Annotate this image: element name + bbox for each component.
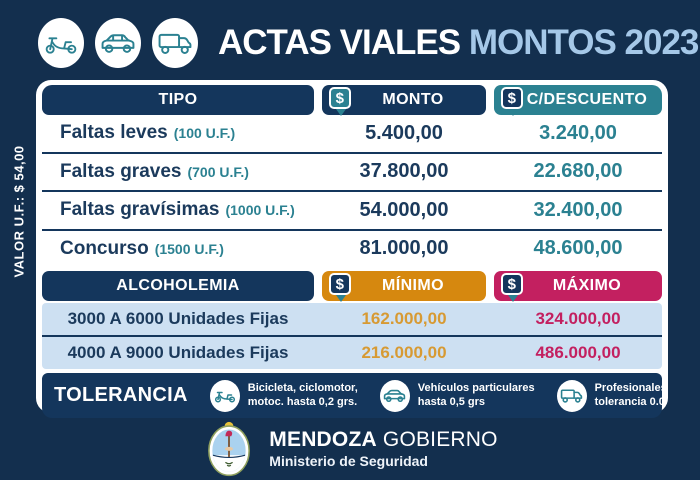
table-row: 4000 A 9000 Unidades Fijas 216.000,00 48… [42, 335, 662, 369]
brand-gobierno: GOBIERNO [382, 427, 498, 451]
header-alcoholemia: ALCOHOLEMIA [42, 271, 314, 301]
fine-uf: (1500 U.F.) [154, 240, 224, 257]
dollar-tag-icon: $ [329, 273, 351, 302]
header-tipo: TIPO [42, 85, 314, 115]
tolerancia-text-line2: hasta 0,5 grs [417, 395, 486, 408]
alcoholemia-header-row: ALCOHOLEMIA $ MÍNIMO $ MÁXIMO [42, 271, 662, 302]
tolerancia-text-line2: tolerancia 0.0 [594, 395, 665, 408]
header-descuento: $ C/DESCUENTO [494, 85, 662, 116]
page-title-year: MONTOS 2023 [468, 23, 700, 62]
tolerancia-item: Vehículos particulares hasta 0,5 grs [379, 379, 535, 412]
brand-ministry: Ministerio de Seguridad [269, 452, 428, 469]
page-header: ACTAS VIALES MONTOS 2023 [38, 14, 699, 72]
dollar-tag-icon: $ [501, 87, 523, 116]
fines-rows: Faltas leves (100 U.F.) 5.400,00 3.240,00… [42, 115, 662, 267]
tolerancia-text-line1: Bicicleta, ciclomotor, [247, 382, 358, 395]
uf-value-note: VALOR U.F.: $ 54,00 [11, 145, 27, 278]
fine-type: Faltas graves [60, 160, 182, 182]
table-row: Concurso (1500 U.F.) 81.000,00 48.600,00 [42, 228, 662, 268]
tolerancia-item: Profesionales tolerancia 0.0 [556, 379, 667, 412]
header-monto: $ MONTO [322, 85, 486, 116]
car-icon [95, 18, 141, 68]
scooter-icon [38, 18, 84, 68]
truck-icon [556, 379, 587, 412]
fine-uf: (1000 U.F.) [225, 202, 295, 219]
tolerancia-text-line1: Vehículos particulares [417, 382, 535, 395]
tolerancia-item: Bicicleta, ciclomotor, motoc. hasta 0,2 … [209, 379, 358, 412]
fines-header-row: TIPO $ MONTO $ C/DESCUENTO [42, 85, 662, 116]
fine-amount: 37.800,00 [359, 160, 449, 183]
fine-uf: (700 U.F.) [187, 163, 249, 180]
tolerancia-text-line1: Profesionales [594, 382, 667, 395]
fine-discount: 22.680,00 [533, 160, 623, 183]
fine-type: Faltas gravísimas [60, 199, 220, 221]
fine-discount: 32.400,00 [533, 198, 623, 221]
header-maximo: $ MÁXIMO [494, 271, 662, 302]
car-icon [379, 379, 410, 412]
footer-brand: MENDOZA GOBIERNO Ministerio de Seguridad [0, 419, 700, 477]
tolerancia-text-line2: motoc. hasta 0,2 grs. [247, 395, 358, 408]
vehicle-icons [38, 18, 198, 68]
alcohol-min: 216.000,00 [361, 343, 447, 362]
fine-type: Faltas leves [60, 122, 168, 144]
alcohol-range: 3000 A 6000 Unidades Fijas [67, 309, 289, 328]
fine-uf: (100 U.F.) [173, 125, 236, 142]
tolerancia-label: TOLERANCIA [54, 384, 188, 406]
alcohol-min: 162.000,00 [361, 309, 447, 328]
scooter-icon [209, 379, 240, 412]
table-row: Faltas leves (100 U.F.) 5.400,00 3.240,00 [42, 115, 662, 152]
dollar-tag-icon: $ [329, 87, 351, 116]
fine-amount: 5.400,00 [365, 121, 443, 144]
fines-card: TIPO $ MONTO $ C/DESCUENTO Faltas leves (… [36, 80, 668, 418]
fine-type: Concurso [60, 237, 149, 259]
brand-mendoza: MENDOZA [269, 427, 377, 451]
fine-discount: 3.240,00 [539, 121, 617, 144]
alcohol-max: 324.000,00 [535, 309, 621, 328]
page-title: ACTAS VIALES MONTOS 2023 [218, 23, 700, 63]
truck-icon [152, 18, 198, 68]
table-row: Faltas graves (700 U.F.) 37.800,00 22.680… [42, 151, 662, 191]
page-title-main: ACTAS VIALES [218, 23, 461, 62]
table-row: 3000 A 6000 Unidades Fijas 162.000,00 32… [42, 303, 662, 335]
header-minimo: $ MÍNIMO [322, 271, 486, 302]
fine-amount: 54.000,00 [359, 198, 449, 221]
alcohol-max: 486.000,00 [535, 343, 621, 362]
alcoholemia-rows: 3000 A 6000 Unidades Fijas 162.000,00 32… [42, 303, 662, 369]
fine-discount: 48.600,00 [533, 237, 623, 260]
table-row: Faltas gravísimas (1000 U.F.) 54.000,00 3… [42, 190, 662, 229]
dollar-tag-icon: $ [501, 273, 523, 302]
alcohol-range: 4000 A 9000 Unidades Fijas [67, 343, 289, 362]
tolerancia-bar: TOLERANCIA Bicicleta, ciclomotor, motoc.… [42, 373, 667, 418]
mendoza-coat-of-arms [208, 421, 251, 477]
fine-amount: 81.000,00 [359, 237, 449, 260]
